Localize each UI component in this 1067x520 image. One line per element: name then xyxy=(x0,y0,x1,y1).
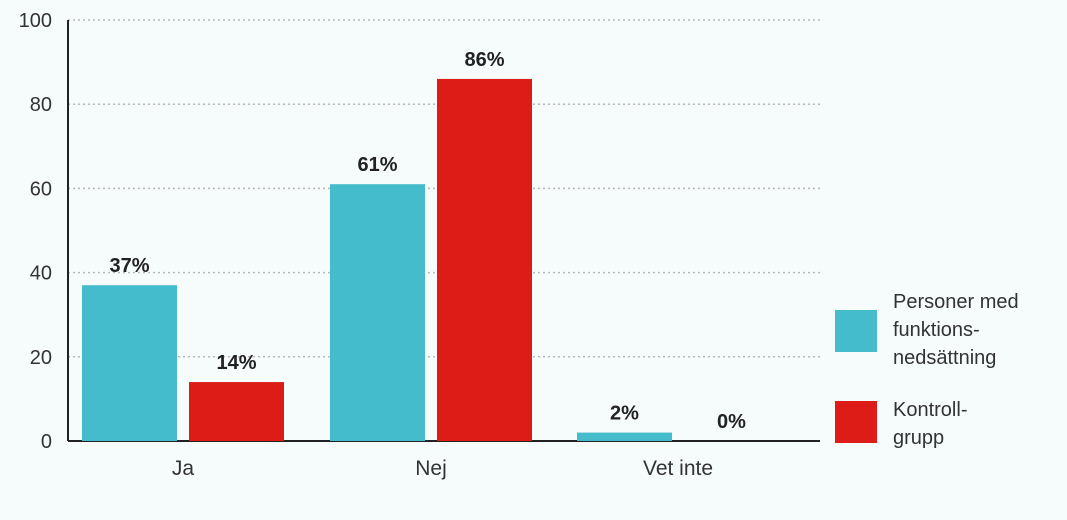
x-category-label: Vet inte xyxy=(643,457,713,480)
data-label: 0% xyxy=(717,411,746,433)
bar-series2 xyxy=(189,382,284,441)
legend-label: nedsättning xyxy=(893,347,996,369)
data-label: 86% xyxy=(464,49,504,71)
bar-series1 xyxy=(82,285,177,441)
legend-label: Personer med xyxy=(893,291,1019,313)
y-tick-label: 80 xyxy=(30,94,52,116)
legend-label: grupp xyxy=(893,427,944,449)
data-label: 2% xyxy=(610,403,639,425)
bar-series1 xyxy=(330,184,425,441)
legend-label: Kontroll- xyxy=(893,399,967,421)
y-tick-label: 40 xyxy=(30,263,52,285)
x-category-label: Ja xyxy=(172,457,195,480)
data-label: 14% xyxy=(216,352,256,374)
x-category-label: Nej xyxy=(415,457,447,480)
legend-swatch-series2 xyxy=(835,401,877,443)
bar-series1 xyxy=(577,432,672,441)
y-tick-label: 20 xyxy=(30,347,52,369)
legend-swatch-series1 xyxy=(835,310,877,352)
bar-series2 xyxy=(437,78,532,441)
y-tick-label: 100 xyxy=(19,10,52,32)
y-tick-label: 60 xyxy=(30,178,52,200)
data-label: 61% xyxy=(357,154,397,176)
data-label: 37% xyxy=(109,255,149,277)
y-tick-label: 0 xyxy=(41,431,52,453)
legend-label: funktions- xyxy=(893,319,980,341)
